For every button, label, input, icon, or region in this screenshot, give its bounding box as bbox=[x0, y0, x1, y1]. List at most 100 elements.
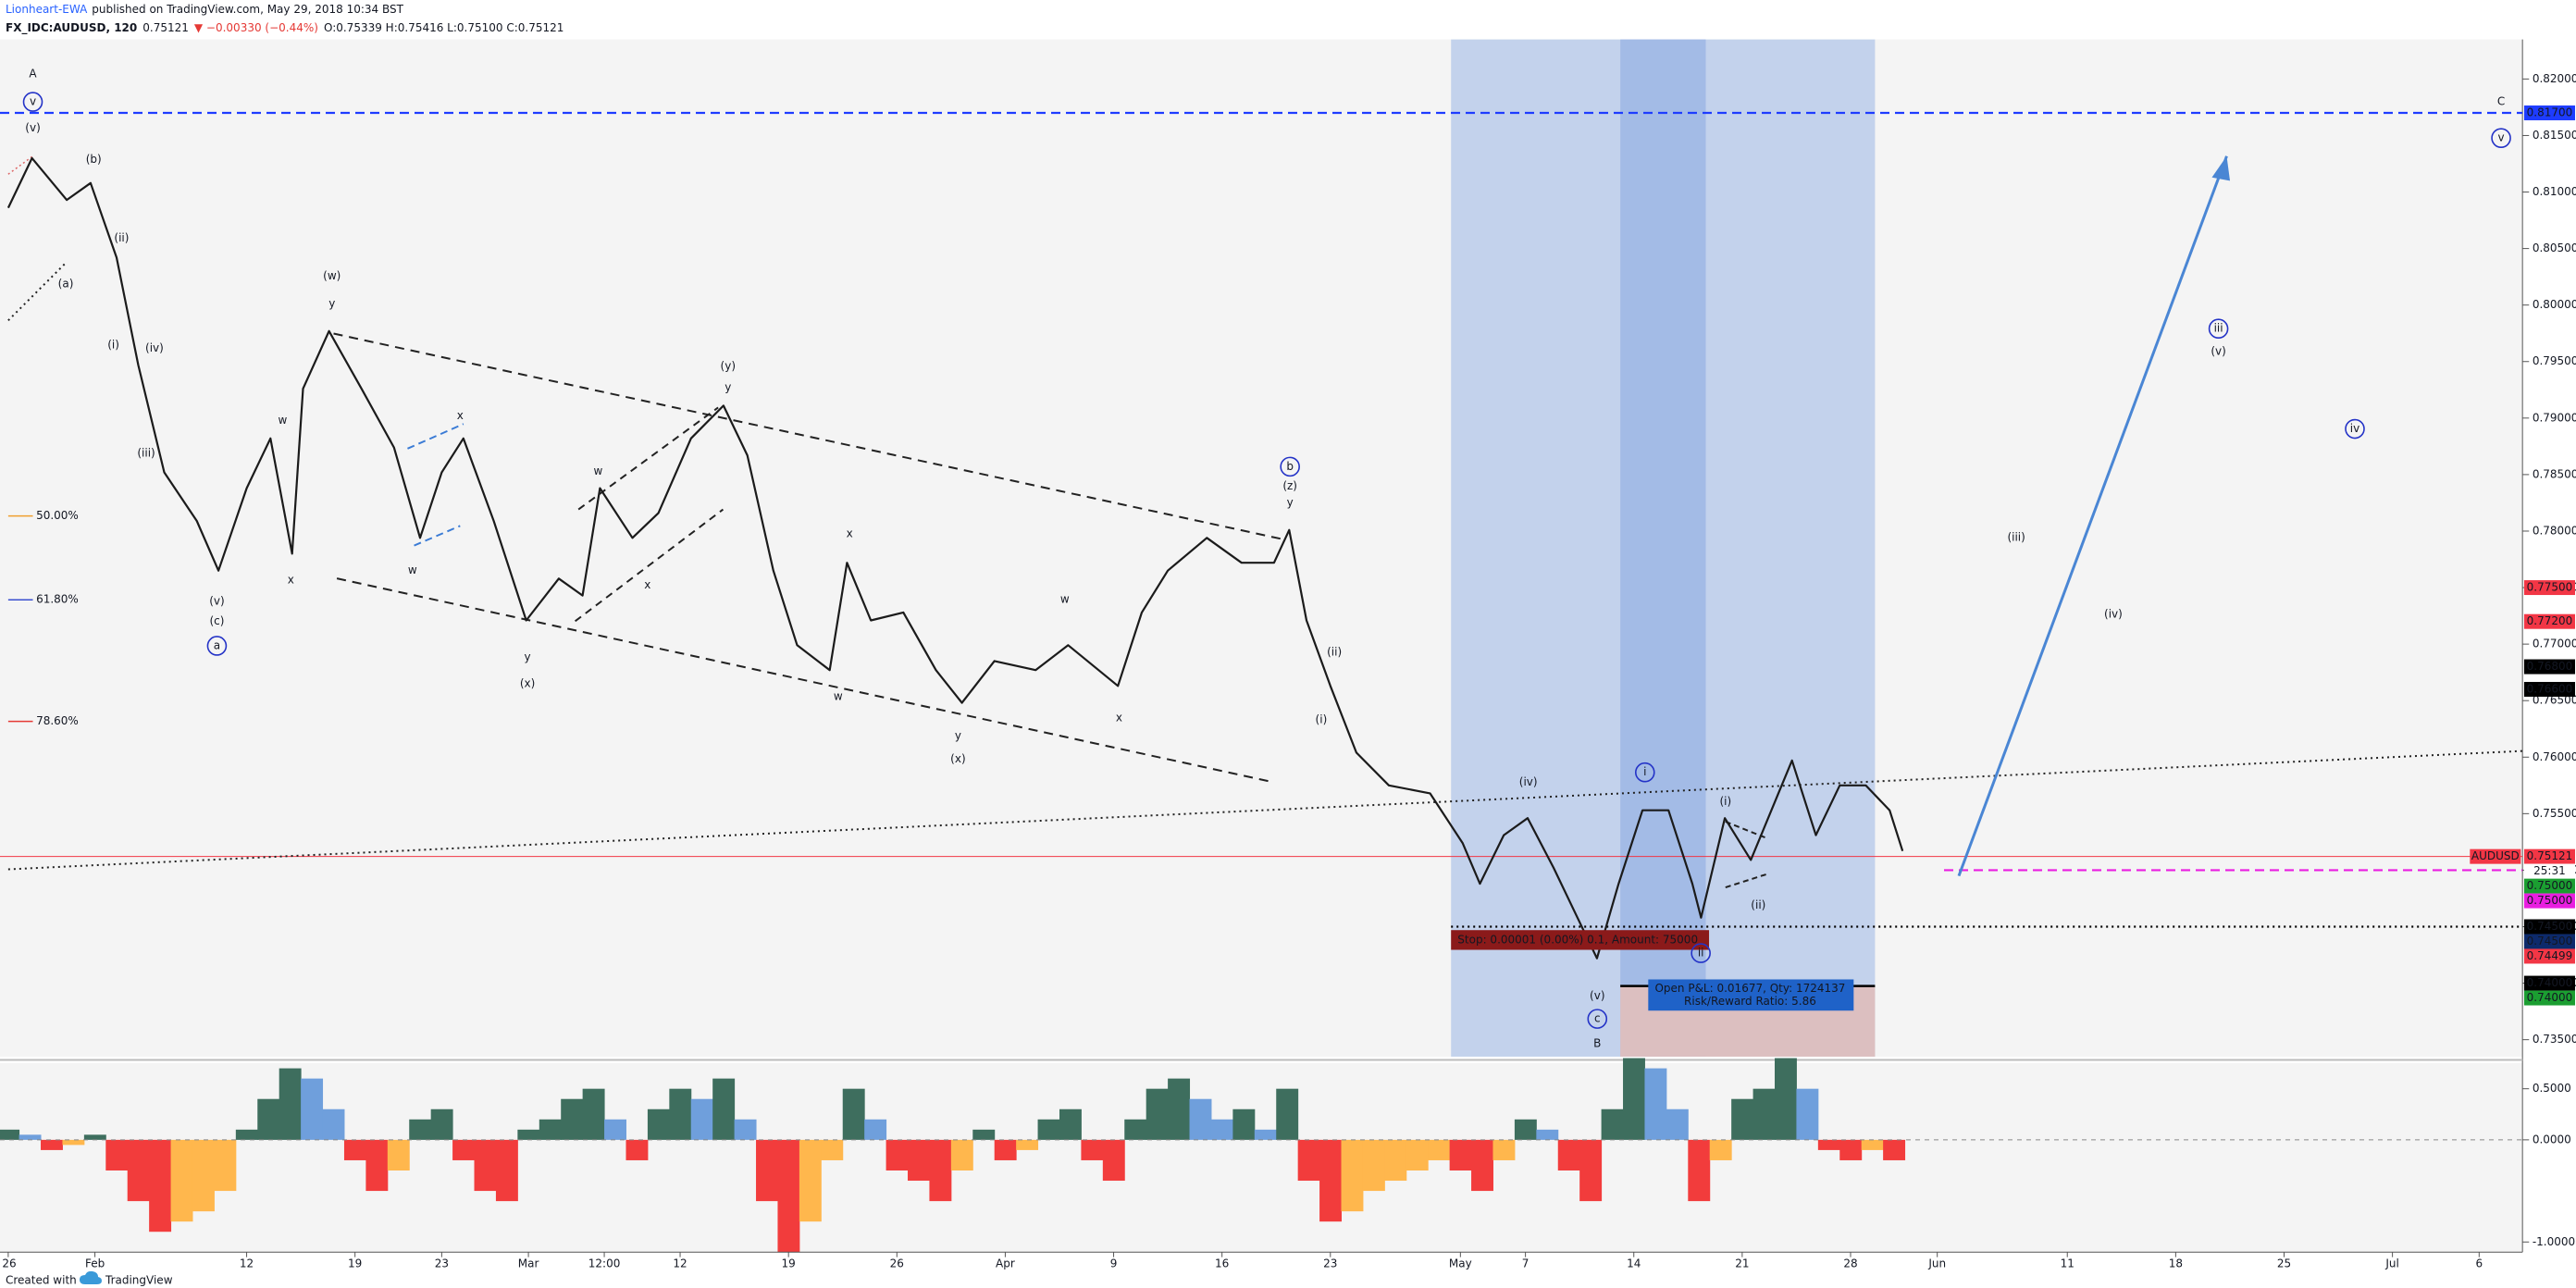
price-tag bbox=[2523, 934, 2575, 949]
oscillator-bar bbox=[1254, 1129, 1277, 1140]
x-tick-label: Jun bbox=[1927, 1257, 1946, 1270]
x-tick-label: 12:00 bbox=[588, 1257, 621, 1270]
x-tick-label: 16 bbox=[1215, 1257, 1229, 1270]
price-tag-label: 0.76800 bbox=[2527, 660, 2573, 673]
x-tick-label: 9 bbox=[1110, 1257, 1118, 1270]
y-tick-label: 0.0000 bbox=[2533, 1133, 2571, 1146]
ohlc: O:0.75339 H:0.75416 L:0.75100 C:0.75121 bbox=[324, 21, 564, 34]
oscillator-bar bbox=[430, 1108, 453, 1140]
price-tag-label: 0.74000 bbox=[2527, 976, 2573, 989]
oscillator-bar bbox=[214, 1139, 237, 1192]
wave-label: b bbox=[1286, 460, 1294, 473]
wave-label: (iv) bbox=[2104, 608, 2123, 621]
oscillator-bar bbox=[1492, 1139, 1516, 1160]
oscillator-bar bbox=[192, 1139, 215, 1212]
wave-label: A bbox=[29, 67, 37, 80]
price-tag bbox=[2523, 975, 2575, 991]
channel-line bbox=[333, 332, 1282, 540]
wave-label: (x) bbox=[950, 752, 965, 765]
oscillator-bar bbox=[1666, 1108, 1689, 1140]
channel-line bbox=[574, 508, 724, 623]
symbol-tag bbox=[2470, 848, 2521, 864]
price-tag-label: 0.76600 bbox=[2527, 682, 2573, 695]
channel-line bbox=[407, 423, 464, 450]
wave-label: iv bbox=[2350, 422, 2359, 435]
oscillator-bar bbox=[409, 1119, 432, 1140]
wave-label: (y) bbox=[721, 360, 736, 373]
open-pnl: Open P&L: 0.01677, Qty: 1724137 bbox=[1654, 982, 1845, 995]
x-tick-label: 26 bbox=[890, 1257, 904, 1270]
brand: TradingView bbox=[105, 1274, 173, 1287]
y-tick-label: 0.5000 bbox=[2533, 1082, 2571, 1095]
wave-circle bbox=[2345, 418, 2365, 440]
x-tick-label: 23 bbox=[435, 1257, 449, 1270]
oscillator-bar bbox=[539, 1119, 562, 1140]
wave-label: iii bbox=[2214, 322, 2223, 335]
oscillator-bar bbox=[1059, 1108, 1082, 1140]
price-tag bbox=[2523, 919, 2575, 935]
oscillator-bar bbox=[474, 1139, 497, 1192]
x-tick-label: 21 bbox=[1735, 1257, 1749, 1270]
trend-line bbox=[7, 155, 33, 175]
oscillator-bar bbox=[1297, 1139, 1320, 1182]
price-tag bbox=[2523, 580, 2575, 596]
wave-circle bbox=[2491, 128, 2511, 148]
oscillator-bar bbox=[365, 1139, 389, 1192]
wave-label: w bbox=[834, 690, 843, 703]
price-tag-label: 0.77200 bbox=[2527, 614, 2573, 627]
trend-line bbox=[7, 262, 67, 322]
oscillator-bar bbox=[604, 1119, 626, 1140]
price-tag-label: 0.75000 bbox=[2527, 879, 2573, 892]
channel-line bbox=[1725, 821, 1767, 839]
oscillator-bar bbox=[0, 1129, 20, 1140]
created-with: Created with bbox=[6, 1274, 77, 1287]
price-tag-label: 0.81700 bbox=[2527, 106, 2573, 119]
wave-label: w bbox=[408, 564, 417, 576]
countdown-box bbox=[2523, 863, 2575, 879]
x-tick-label: 7 bbox=[1522, 1257, 1530, 1270]
fib-label: 78.60% bbox=[36, 714, 79, 727]
y-tick-label: 0.81500 bbox=[2533, 129, 2576, 142]
wave-label: c bbox=[1594, 1012, 1601, 1025]
wave-label: (ii) bbox=[1327, 646, 1342, 659]
stop-label: Stop: 0.00001 (0.00%) 0.1, Amount: 75000 bbox=[1457, 933, 1698, 946]
oscillator-bar bbox=[1601, 1108, 1624, 1140]
oscillator-bar bbox=[62, 1139, 85, 1146]
wave-label: y bbox=[1287, 496, 1294, 509]
oscillator-bar bbox=[864, 1119, 887, 1140]
wave-label: v bbox=[30, 95, 36, 108]
last-price: 0.75121 bbox=[142, 21, 189, 34]
wave-circle bbox=[1690, 943, 1711, 963]
published: published on TradingView.com, May 29, 20… bbox=[92, 3, 403, 16]
x-tick-label: 12 bbox=[673, 1257, 687, 1270]
oscillator-bar bbox=[1709, 1139, 1732, 1160]
oscillator-bar bbox=[972, 1129, 996, 1140]
oscillator-bar bbox=[582, 1088, 605, 1140]
oscillator-bar bbox=[105, 1139, 129, 1170]
oscillator-bar bbox=[1796, 1088, 1819, 1140]
wave-circle bbox=[2208, 318, 2229, 340]
x-tick-label: 18 bbox=[2169, 1257, 2183, 1270]
oscillator-bar bbox=[647, 1108, 670, 1140]
oscillator-bar bbox=[1471, 1139, 1493, 1192]
wave-circle bbox=[22, 92, 43, 112]
wave-circle bbox=[1634, 762, 1655, 783]
price-pane bbox=[0, 39, 2523, 1057]
oscillator-bar bbox=[1428, 1139, 1451, 1160]
oscillator-bar bbox=[517, 1129, 540, 1140]
oscillator-bar bbox=[235, 1129, 258, 1140]
oscillator-bar bbox=[1817, 1139, 1840, 1150]
oscillator-bar bbox=[322, 1108, 345, 1140]
x-tick-label: 28 bbox=[1843, 1257, 1857, 1270]
x-tick-label: 19 bbox=[782, 1257, 796, 1270]
y-tick-label: 0.75500 bbox=[2533, 807, 2576, 820]
price-tag bbox=[2523, 681, 2575, 697]
wave-circle bbox=[1587, 1009, 1608, 1029]
stop-label-box bbox=[1451, 930, 1710, 950]
price-tag-label: 0.74500 bbox=[2527, 935, 2573, 947]
oscillator-bar bbox=[908, 1139, 930, 1182]
oscillator-bar bbox=[1536, 1129, 1559, 1140]
oscillator-bar bbox=[1016, 1139, 1039, 1150]
oscillator-bar bbox=[1752, 1088, 1776, 1140]
